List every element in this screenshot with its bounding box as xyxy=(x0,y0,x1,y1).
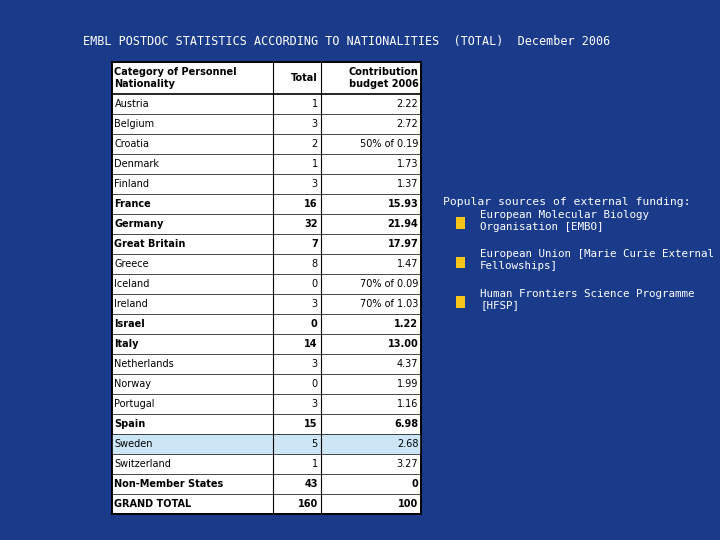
Text: Sweden: Sweden xyxy=(114,439,153,449)
Text: 1: 1 xyxy=(312,159,318,169)
Text: Popular sources of external funding:: Popular sources of external funding: xyxy=(443,197,690,207)
Text: 0: 0 xyxy=(412,479,418,489)
Text: 160: 160 xyxy=(297,499,318,509)
Text: 21.94: 21.94 xyxy=(387,219,418,229)
Text: Ireland: Ireland xyxy=(114,299,148,309)
Text: 1: 1 xyxy=(312,99,318,109)
Text: 1.73: 1.73 xyxy=(397,159,418,169)
Text: 3: 3 xyxy=(312,359,318,369)
Text: 2.72: 2.72 xyxy=(397,119,418,129)
Text: 3: 3 xyxy=(312,299,318,309)
Text: Denmark: Denmark xyxy=(114,159,160,169)
Text: Croatia: Croatia xyxy=(114,139,150,149)
Text: 2.68: 2.68 xyxy=(397,439,418,449)
Text: 15.93: 15.93 xyxy=(387,199,418,209)
Text: 1.16: 1.16 xyxy=(397,399,418,409)
Text: 1.47: 1.47 xyxy=(397,259,418,269)
Text: 8: 8 xyxy=(312,259,318,269)
Text: 7: 7 xyxy=(311,239,318,249)
Text: Great Britain: Great Britain xyxy=(114,239,186,249)
Text: 1.37: 1.37 xyxy=(397,179,418,189)
Text: 2.22: 2.22 xyxy=(397,99,418,109)
Text: Germany: Germany xyxy=(114,219,164,229)
Text: Spain: Spain xyxy=(114,419,145,429)
Text: Austria: Austria xyxy=(114,99,149,109)
Text: Italy: Italy xyxy=(114,339,139,349)
Text: 3.27: 3.27 xyxy=(397,459,418,469)
Text: 70% of 0.09: 70% of 0.09 xyxy=(360,279,418,289)
Text: Netherlands: Netherlands xyxy=(114,359,174,369)
Text: Human Frontiers Science Programme
[HFSP]: Human Frontiers Science Programme [HFSP] xyxy=(480,289,695,310)
Text: Non-Member States: Non-Member States xyxy=(114,479,224,489)
Bar xyxy=(456,256,465,268)
Text: Israel: Israel xyxy=(114,319,145,329)
Text: 17.97: 17.97 xyxy=(387,239,418,249)
Text: EMBL POSTDOC STATISTICS ACCORDING TO NATIONALITIES  (TOTAL)  December 2006: EMBL POSTDOC STATISTICS ACCORDING TO NAT… xyxy=(83,35,610,48)
Text: 70% of 1.03: 70% of 1.03 xyxy=(360,299,418,309)
Text: Category of Personnel
Nationality: Category of Personnel Nationality xyxy=(114,68,237,89)
Text: 0: 0 xyxy=(311,319,318,329)
Text: 3: 3 xyxy=(312,399,318,409)
Text: European Molecular Biology
Organisation [EMBO]: European Molecular Biology Organisation … xyxy=(480,210,649,232)
Text: GRAND TOTAL: GRAND TOTAL xyxy=(114,499,192,509)
Text: Iceland: Iceland xyxy=(114,279,150,289)
Text: 5: 5 xyxy=(312,439,318,449)
Text: Belgium: Belgium xyxy=(114,119,155,129)
Text: Greece: Greece xyxy=(114,259,149,269)
Text: 1.99: 1.99 xyxy=(397,379,418,389)
Text: 2: 2 xyxy=(312,139,318,149)
Text: 100: 100 xyxy=(398,499,418,509)
Text: Finland: Finland xyxy=(114,179,150,189)
Text: 0: 0 xyxy=(312,279,318,289)
Bar xyxy=(456,217,465,229)
Text: Contribution
budget 2006: Contribution budget 2006 xyxy=(348,68,418,89)
Text: France: France xyxy=(114,199,151,209)
Text: 43: 43 xyxy=(304,479,318,489)
Text: Switzerland: Switzerland xyxy=(114,459,171,469)
Text: 16: 16 xyxy=(304,199,318,209)
Text: 0: 0 xyxy=(312,379,318,389)
Bar xyxy=(112,434,421,454)
Text: Portugal: Portugal xyxy=(114,399,155,409)
Text: 1.22: 1.22 xyxy=(395,319,418,329)
Text: 32: 32 xyxy=(304,219,318,229)
Text: 14: 14 xyxy=(304,339,318,349)
Text: 50% of 0.19: 50% of 0.19 xyxy=(360,139,418,149)
Text: 3: 3 xyxy=(312,179,318,189)
Text: Norway: Norway xyxy=(114,379,151,389)
Text: 6.98: 6.98 xyxy=(394,419,418,429)
Text: 4.37: 4.37 xyxy=(397,359,418,369)
Text: Total: Total xyxy=(291,73,318,83)
Text: 13.00: 13.00 xyxy=(387,339,418,349)
Bar xyxy=(112,62,421,514)
Text: 3: 3 xyxy=(312,119,318,129)
Text: 15: 15 xyxy=(304,419,318,429)
Text: 1: 1 xyxy=(312,459,318,469)
Bar xyxy=(456,296,465,308)
Text: European Union [Marie Curie External
Fellowships]: European Union [Marie Curie External Fel… xyxy=(480,249,714,271)
